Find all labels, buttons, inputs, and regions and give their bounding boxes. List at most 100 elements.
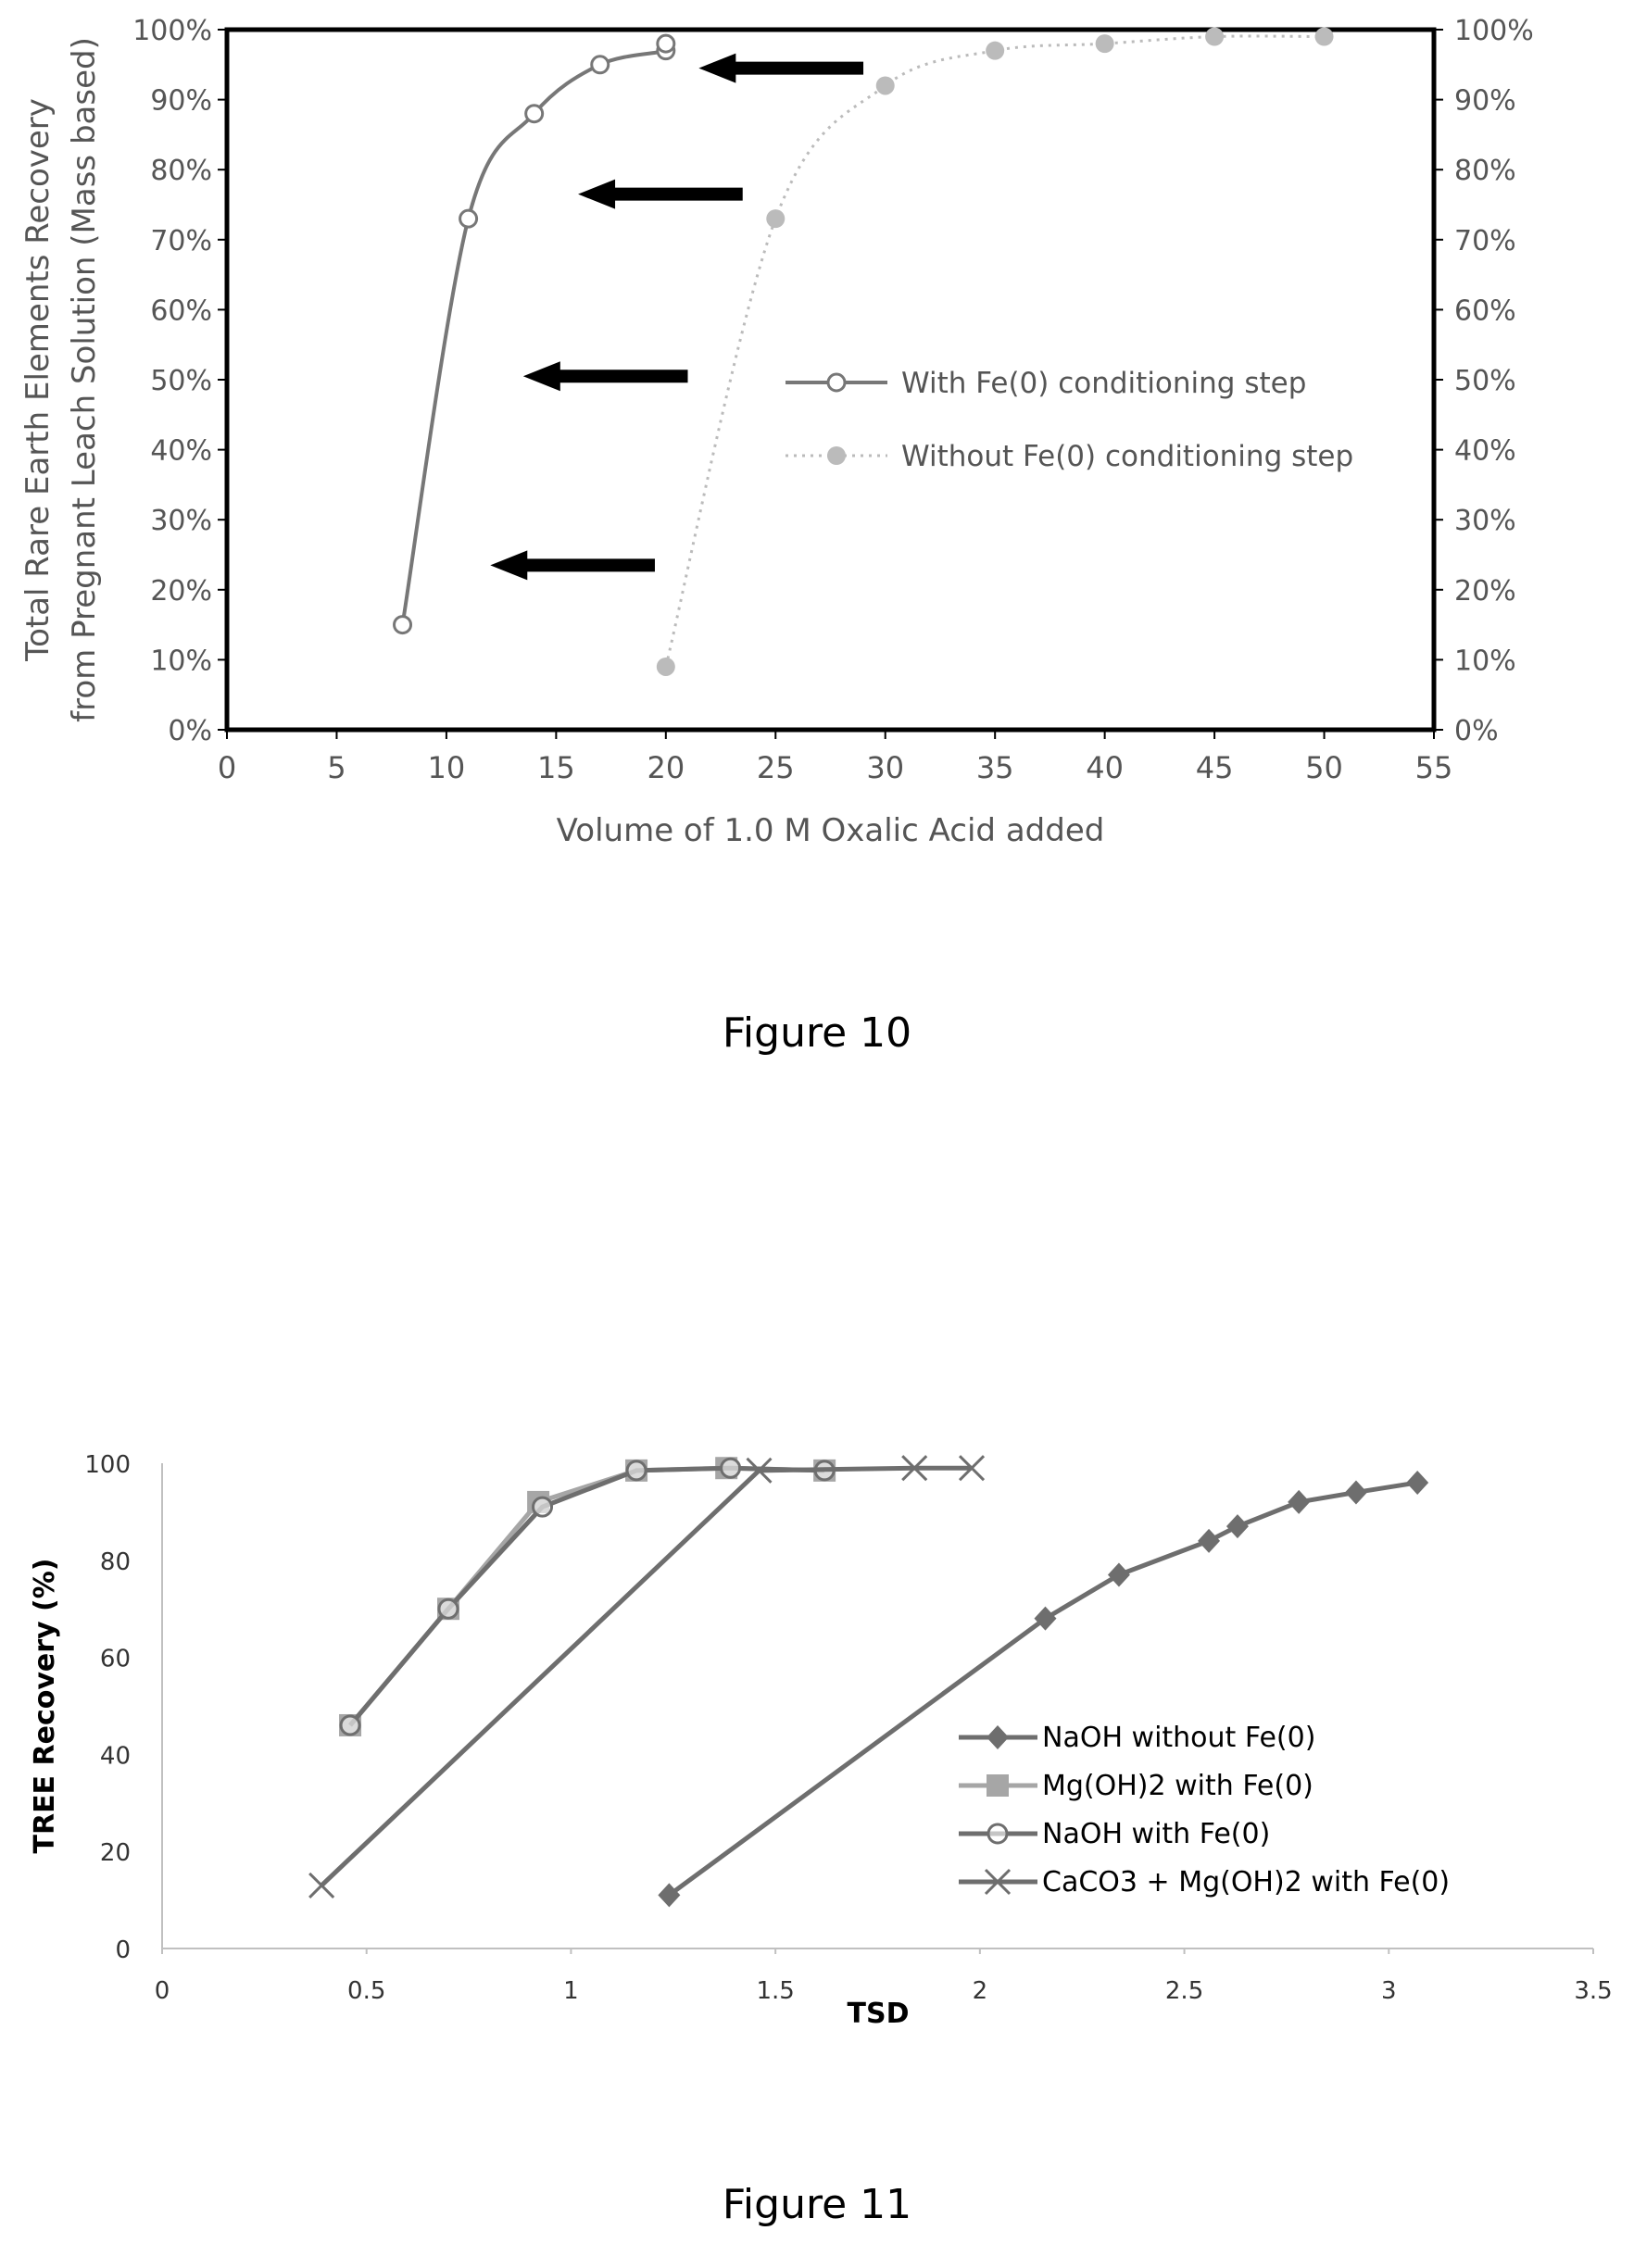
series-1-point bbox=[590, 55, 610, 75]
arrow-head bbox=[698, 53, 736, 83]
x-tick-label: 25 bbox=[757, 750, 795, 785]
series-2-point bbox=[656, 657, 675, 676]
figure-10: 0 5 10 15 20 25 30 35 40 45 50 55 0% 10% 20% 30% 40% 50% 6… bbox=[0, 0, 1634, 1057]
legend-label-2: Mg(OH)2 with Fe(0) bbox=[1042, 1770, 1313, 1802]
x-tick-label: 20 bbox=[647, 750, 685, 785]
series-1-point bbox=[393, 615, 413, 635]
series-4-point bbox=[308, 1872, 335, 1898]
y-tick-label: 100 bbox=[84, 1451, 131, 1479]
x-tick-label: 55 bbox=[1415, 750, 1453, 785]
secondary-y-tick-label: 90% bbox=[1454, 85, 1516, 118]
x-tick-label: 5 bbox=[327, 750, 346, 785]
y-tick-label: 30% bbox=[150, 505, 212, 537]
legend-swatch-marker bbox=[826, 372, 847, 393]
series-4-point bbox=[958, 1455, 986, 1482]
x-tick-label: 2.5 bbox=[1165, 1977, 1203, 2005]
y-tick-label: 40 bbox=[100, 1742, 131, 1770]
series-1-point bbox=[658, 1883, 681, 1908]
y-tick-label: 60% bbox=[150, 294, 212, 327]
figure-10-chart: 0 5 10 15 20 25 30 35 40 45 50 550%10%20%30%40%50%6… bbox=[19, 15, 1534, 849]
arrow-2 bbox=[578, 179, 743, 209]
x-tick-label: 3.5 bbox=[1574, 1977, 1612, 2005]
y-tick-label: 20% bbox=[150, 575, 212, 608]
series-2-point bbox=[766, 209, 786, 229]
x-axis-label: Volume of 1.0 M Oxalic Acid added bbox=[557, 812, 1105, 849]
x-marker-stroke bbox=[746, 1457, 773, 1484]
secondary-y-tick-label: 40% bbox=[1454, 435, 1516, 468]
x-tick-label: 1.5 bbox=[756, 1977, 794, 2005]
series-1-point bbox=[656, 33, 676, 54]
figure-11-caption: Figure 11 bbox=[722, 2181, 912, 2228]
secondary-y-tick-label: 30% bbox=[1454, 505, 1516, 537]
y-tick-label: 70% bbox=[150, 225, 212, 257]
secondary-y-tick-label: 60% bbox=[1454, 294, 1516, 327]
secondary-y-tick-label: 70% bbox=[1454, 225, 1516, 257]
x-tick-label: 30 bbox=[866, 750, 904, 785]
figure-10-caption: Figure 10 bbox=[722, 1009, 912, 1057]
series-1-point bbox=[459, 208, 479, 229]
series-2-line bbox=[348, 1465, 825, 1727]
y-tick-label: 0 bbox=[115, 1936, 131, 1964]
x-tick-label: 40 bbox=[1086, 750, 1124, 785]
series-3-point bbox=[339, 1714, 361, 1736]
series-1-point bbox=[524, 104, 545, 124]
y-tick-label: 20 bbox=[100, 1839, 131, 1867]
y-tick-label: 100% bbox=[132, 15, 212, 47]
x-marker-stroke bbox=[984, 1868, 1012, 1896]
y-tick-label: 80 bbox=[100, 1548, 131, 1576]
y-tick-label: 0% bbox=[168, 715, 212, 747]
legend-swatch-marker bbox=[827, 446, 846, 465]
x-tick-label: 10 bbox=[428, 750, 466, 785]
secondary-y-tick-label: 100% bbox=[1454, 15, 1534, 47]
arrow-head bbox=[490, 550, 528, 581]
series-2-line bbox=[664, 34, 1325, 668]
x-tick-label: 45 bbox=[1196, 750, 1234, 785]
y-tick-label: 90% bbox=[150, 85, 212, 118]
x-axis-label: TSD bbox=[848, 1998, 910, 2030]
x-tick-label: 0.5 bbox=[347, 1977, 385, 2005]
series-3-line bbox=[348, 1465, 825, 1727]
y-tick-label: 60 bbox=[100, 1646, 131, 1673]
y-axis-label-line-1: Total Rare Earth Elements Recovery bbox=[19, 98, 57, 662]
series-1-point bbox=[1034, 1606, 1057, 1631]
y-tick-label: 80% bbox=[150, 155, 212, 187]
legend-swatch-marker bbox=[984, 1868, 1012, 1896]
figure-11: 0 0.5 1 1.5 2 2.5 3 3.5 0 20 40 60 80 100 TSD TREE Reco… bbox=[0, 1389, 1634, 2228]
secondary-y-tick-label: 50% bbox=[1454, 365, 1516, 397]
series-1-point bbox=[1198, 1528, 1221, 1553]
y-axis-label: Total Rare Earth Elements Recovery from P… bbox=[19, 37, 103, 722]
arrow-1 bbox=[698, 53, 864, 83]
x-tick-label: 0 bbox=[218, 750, 236, 785]
legend-swatch-marker bbox=[987, 1774, 1009, 1797]
series-2-point bbox=[1095, 34, 1114, 54]
legend-label-2: Without Fe(0) conditioning step bbox=[901, 440, 1353, 473]
arrow-3 bbox=[522, 361, 688, 392]
series-1-point bbox=[1288, 1489, 1311, 1514]
series-2-point bbox=[875, 76, 895, 95]
series-3-point bbox=[720, 1457, 742, 1479]
x-marker-stroke bbox=[901, 1455, 928, 1482]
x-marker-stroke bbox=[958, 1455, 986, 1482]
x-marker-stroke bbox=[308, 1872, 335, 1898]
series-2-point bbox=[1205, 27, 1225, 46]
series-1-point bbox=[1107, 1562, 1130, 1587]
series-1-point bbox=[1226, 1514, 1249, 1539]
x-tick-label: 50 bbox=[1305, 750, 1343, 785]
y-tick-label: 10% bbox=[150, 645, 212, 677]
legend-swatch-marker bbox=[987, 1725, 1009, 1749]
legend-label-1: NaOH without Fe(0) bbox=[1042, 1722, 1315, 1754]
figure-11-chart: 0 0.5 1 1.5 2 2.5 3 3.5 0 20 40 60 80 100 TSD TREE Reco… bbox=[29, 1451, 1613, 2030]
series-2-point bbox=[1314, 27, 1334, 46]
series-3-point bbox=[532, 1496, 554, 1518]
secondary-y-tick-label: 10% bbox=[1454, 645, 1516, 677]
series-3-point bbox=[437, 1598, 459, 1620]
series-3-point bbox=[625, 1460, 647, 1482]
series-1-point bbox=[1406, 1470, 1429, 1495]
x-tick-label: 2 bbox=[973, 1977, 988, 2005]
series-2-point bbox=[986, 41, 1005, 60]
y-axis-label: TREE Recovery (%) bbox=[29, 1558, 61, 1853]
arrow-head bbox=[522, 361, 560, 392]
x-tick-label: 0 bbox=[155, 1977, 170, 2005]
series-4-point bbox=[746, 1457, 773, 1484]
y-tick-label: 40% bbox=[150, 435, 212, 468]
